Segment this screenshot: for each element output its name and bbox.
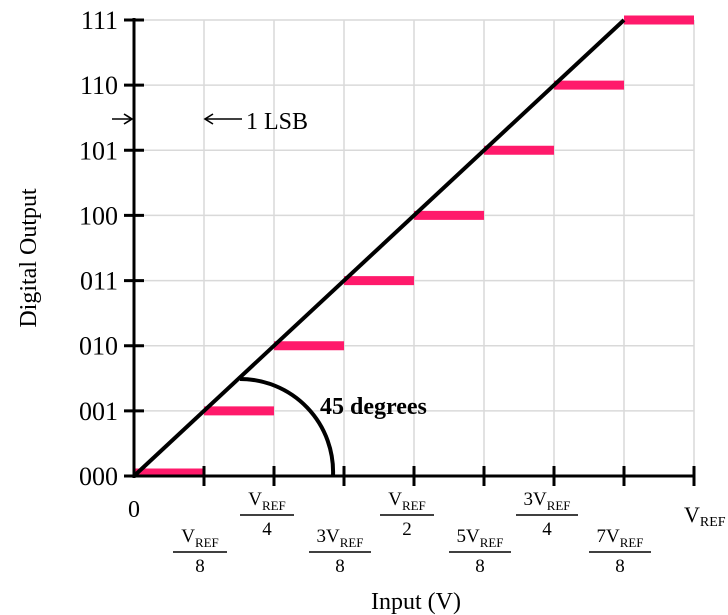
x-tick-label-zero: 0: [128, 497, 140, 523]
y-axis-title: Digital Output: [16, 188, 42, 328]
lsb-left-arrowhead: [123, 113, 134, 125]
y-tick-labels: 000 001 010 011 100 101 110 111: [79, 6, 118, 491]
axes: [124, 18, 696, 486]
x-tick-label: VREF 8: [173, 526, 227, 577]
quantized-steps: [134, 15, 694, 478]
x-tick-label: 5VREF 8: [449, 526, 511, 577]
lsb-label: 1 LSB: [246, 109, 308, 135]
y-tick-label: 011: [80, 267, 118, 296]
x-tick-denominator: 8: [335, 556, 345, 577]
y-tick-label: 000: [79, 462, 118, 491]
x-tick-numerator: VREF: [248, 489, 286, 513]
x-tick-labels: 0 VREF 8 VREF 4 3VREF 8 VREF 2 5VREF 8 3VREF 4 7VREF 8…: [128, 489, 726, 577]
x-tick-label: VREF 4: [240, 489, 294, 540]
x-tick-numerator: VREF: [181, 526, 219, 550]
x-tick-numerator: 3VREF: [523, 489, 570, 513]
x-tick-numerator: 5VREF: [456, 526, 503, 550]
ideal-line-layer: [132, 18, 626, 478]
x-tick-label: 3VREF 4: [516, 489, 578, 540]
angle-arc: [239, 376, 336, 477]
x-tick-denominator: 8: [615, 556, 625, 577]
y-tick-label: 100: [79, 201, 118, 230]
x-tick-label: 0: [128, 497, 140, 523]
x-tick-label: VREF 2: [380, 489, 434, 540]
x-tick-denominator: 4: [542, 519, 552, 540]
x-tick-numerator: 7VREF: [596, 526, 643, 550]
x-tick-numerator: VREF: [388, 489, 426, 513]
angle-label: 45 degrees: [320, 394, 427, 420]
x-tick-label: 3VREF 8: [309, 526, 371, 577]
annotations: 45 degrees 1 LSB: [112, 109, 427, 477]
x-tick-label: 7VREF 8: [589, 526, 651, 577]
y-tick-label: 110: [80, 71, 118, 100]
x-tick-numerator: 3VREF: [316, 526, 363, 550]
y-tick-label: 001: [79, 397, 118, 426]
x-axis-title: Input (V): [371, 589, 461, 615]
x-tick-label: VREF: [684, 502, 726, 530]
x-tick-denominator: 4: [262, 519, 272, 540]
y-tick-label: 101: [79, 136, 118, 165]
lsb-right-arrowhead: [203, 113, 214, 125]
x-tick-denominator: 8: [475, 556, 485, 577]
ideal-transfer-line: [132, 18, 626, 478]
x-tick-denominator: 2: [402, 519, 412, 540]
y-tick-label: 111: [81, 6, 118, 35]
x-tick-label-vref: VREF: [684, 502, 726, 530]
x-tick-denominator: 8: [195, 556, 205, 577]
y-tick-label: 010: [79, 332, 118, 361]
